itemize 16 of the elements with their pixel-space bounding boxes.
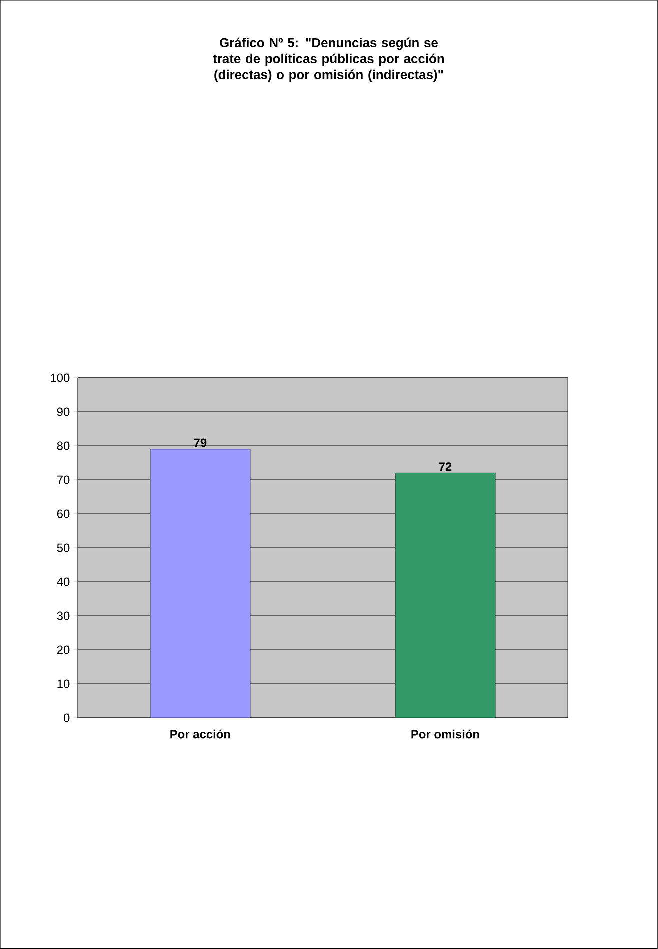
y-tick-label: 20 [57, 646, 70, 654]
chart-title: Gráfico Nº 5: "Denuncias según se trate de políticas públicas por acción (directas) o por omisión (indirectas)" [213, 38, 444, 82]
x-tick-label: Por omisión [412, 730, 480, 739]
y-tick-label: 30 [57, 612, 70, 620]
y-tick-label: 50 [57, 544, 70, 552]
y-tick-label: 70 [57, 476, 70, 484]
y-tick-label: 100 [51, 374, 70, 382]
y-tick-label: 0 [64, 714, 70, 722]
y-tick-label: 60 [57, 510, 70, 518]
y-tick-label: 40 [57, 578, 70, 586]
data-label: 79 [194, 438, 207, 448]
data-label: 72 [439, 462, 452, 471]
x-tick-label: Por acción [170, 730, 230, 739]
y-tick-label: 80 [57, 442, 70, 450]
y-tick-label: 90 [57, 408, 70, 416]
y-tick-label: 10 [58, 680, 70, 688]
